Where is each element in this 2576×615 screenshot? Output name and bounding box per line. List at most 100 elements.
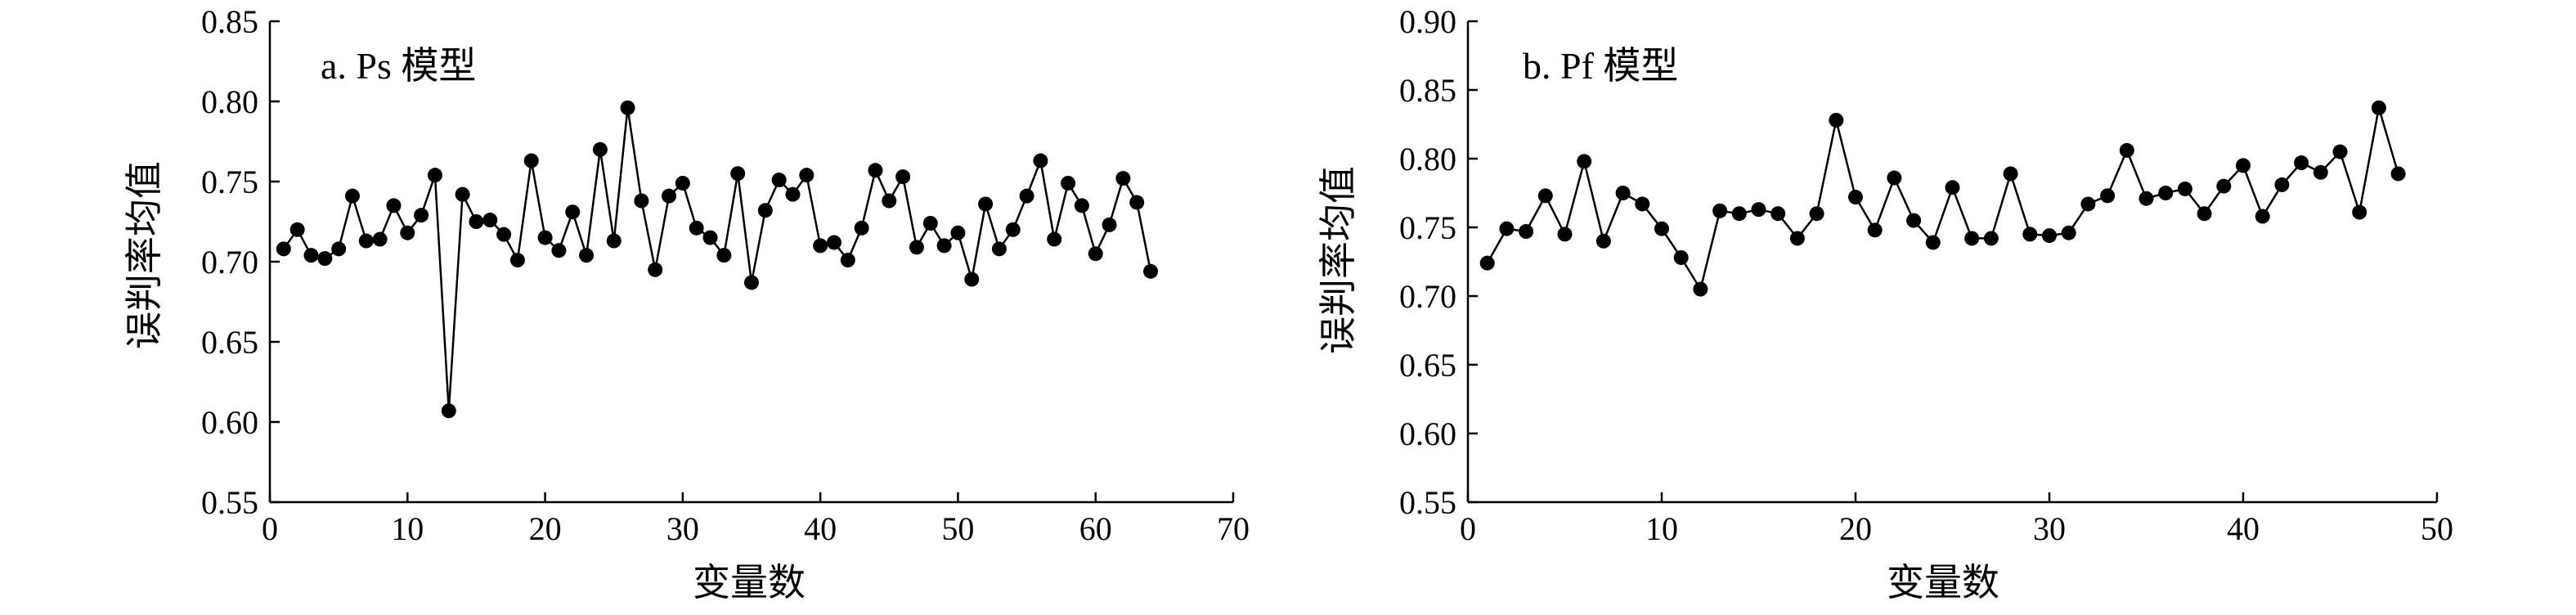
data-point xyxy=(826,235,841,250)
data-point xyxy=(675,175,690,191)
data-point xyxy=(579,248,595,263)
x-tick-label: 50 xyxy=(2421,510,2453,547)
x-tick-label: 60 xyxy=(1079,510,1112,547)
data-point xyxy=(1115,171,1131,186)
data-point xyxy=(1537,188,1553,204)
chart-title-b: b. Pf 模型 xyxy=(1523,45,1678,87)
x-tick-label: 30 xyxy=(2033,510,2066,547)
data-point xyxy=(2080,196,2096,212)
data-point xyxy=(331,241,347,257)
data-point xyxy=(1654,221,1669,236)
data-point xyxy=(1019,188,1034,204)
data-point xyxy=(1983,231,1999,246)
data-point xyxy=(1751,202,1766,218)
data-point xyxy=(2294,155,2309,171)
chart-title-a: a. Ps 模型 xyxy=(321,45,476,87)
data-point xyxy=(1005,222,1021,237)
data-point xyxy=(2236,158,2251,173)
data-point xyxy=(813,238,828,254)
x-tick-label: 20 xyxy=(1839,510,1872,547)
data-point xyxy=(1712,203,1728,218)
data-point xyxy=(2371,100,2386,115)
data-point xyxy=(799,168,815,183)
data-point xyxy=(1047,231,1062,247)
data-point xyxy=(1673,249,1689,265)
data-point xyxy=(2119,142,2134,158)
data-point xyxy=(716,248,732,263)
data-point xyxy=(662,188,677,204)
data-point xyxy=(455,186,470,202)
data-point xyxy=(551,243,567,258)
data-point xyxy=(909,240,924,255)
data-point xyxy=(276,241,291,257)
data-point xyxy=(634,193,649,209)
x-tick-label: 30 xyxy=(666,510,699,547)
data-point xyxy=(1615,186,1631,200)
data-point xyxy=(2390,166,2406,182)
y-tick-label: 0.75 xyxy=(1399,209,1456,246)
data-point xyxy=(537,230,553,245)
y-tick-label: 0.90 xyxy=(1399,3,1456,40)
y-tick-label: 0.85 xyxy=(1399,72,1456,109)
data-point xyxy=(606,233,622,249)
data-point xyxy=(2177,181,2192,196)
x-tick-label: 10 xyxy=(1645,510,1678,547)
data-point xyxy=(2100,188,2116,204)
data-point xyxy=(565,204,581,220)
data-point xyxy=(289,222,305,237)
data-point xyxy=(2158,186,2174,200)
data-point xyxy=(2197,206,2212,222)
x-tick-label: 20 xyxy=(529,510,562,547)
data-point xyxy=(469,214,484,229)
data-point xyxy=(2255,209,2270,224)
data-point xyxy=(1102,217,1117,232)
x-tick-label: 0 xyxy=(1460,510,1476,547)
y-tick-label: 0.85 xyxy=(201,3,258,40)
data-point xyxy=(1519,224,1534,240)
data-point xyxy=(2332,144,2348,159)
data-point xyxy=(2022,227,2038,242)
data-point xyxy=(868,163,883,178)
data-point xyxy=(1945,180,1960,195)
y-tick-label: 0.60 xyxy=(201,404,258,441)
data-point xyxy=(358,233,374,249)
y-tick-label: 0.70 xyxy=(201,244,258,281)
y-axis-title-a: 误判率均值 xyxy=(123,161,165,349)
x-tick-label: 40 xyxy=(804,510,837,547)
data-point xyxy=(895,169,911,185)
data-point xyxy=(496,227,512,242)
y-tick-label: 0.70 xyxy=(1399,278,1456,315)
y-tick-label: 0.55 xyxy=(201,484,258,521)
data-point xyxy=(1731,206,1747,222)
data-point xyxy=(344,188,360,204)
data-point xyxy=(509,253,525,268)
data-point xyxy=(1061,175,1076,191)
data-point xyxy=(882,193,897,209)
data-point xyxy=(441,403,456,419)
data-point xyxy=(936,238,952,254)
data-point xyxy=(1143,263,1159,279)
data-point xyxy=(840,253,855,268)
data-point xyxy=(1809,206,1824,222)
data-point xyxy=(785,186,801,202)
y-axis-title-b: 误判率均值 xyxy=(1317,166,1359,354)
data-point xyxy=(372,231,388,247)
y-tick-label: 0.80 xyxy=(1399,141,1456,177)
data-point xyxy=(1693,281,1708,297)
series-line-a xyxy=(282,106,1152,412)
data-point xyxy=(317,251,333,267)
y-tick-label: 0.65 xyxy=(1399,347,1456,384)
x-tick-label: 0 xyxy=(262,510,278,547)
data-point xyxy=(1906,213,1922,228)
y-tick-label: 0.65 xyxy=(201,324,258,361)
data-point xyxy=(2061,225,2076,240)
data-point xyxy=(2313,164,2328,180)
data-point xyxy=(2003,166,2018,182)
chart-panel-a: a. Ps 模型 变量数 误判率均值 0.55 0.60 0.65 0.70 0.75 0… xyxy=(123,3,1250,604)
data-point xyxy=(620,100,635,115)
x-tick-label: 40 xyxy=(2227,510,2260,547)
data-point xyxy=(523,153,539,168)
data-point xyxy=(1964,231,1980,246)
data-point xyxy=(1088,246,1103,262)
data-point xyxy=(1479,255,1495,271)
